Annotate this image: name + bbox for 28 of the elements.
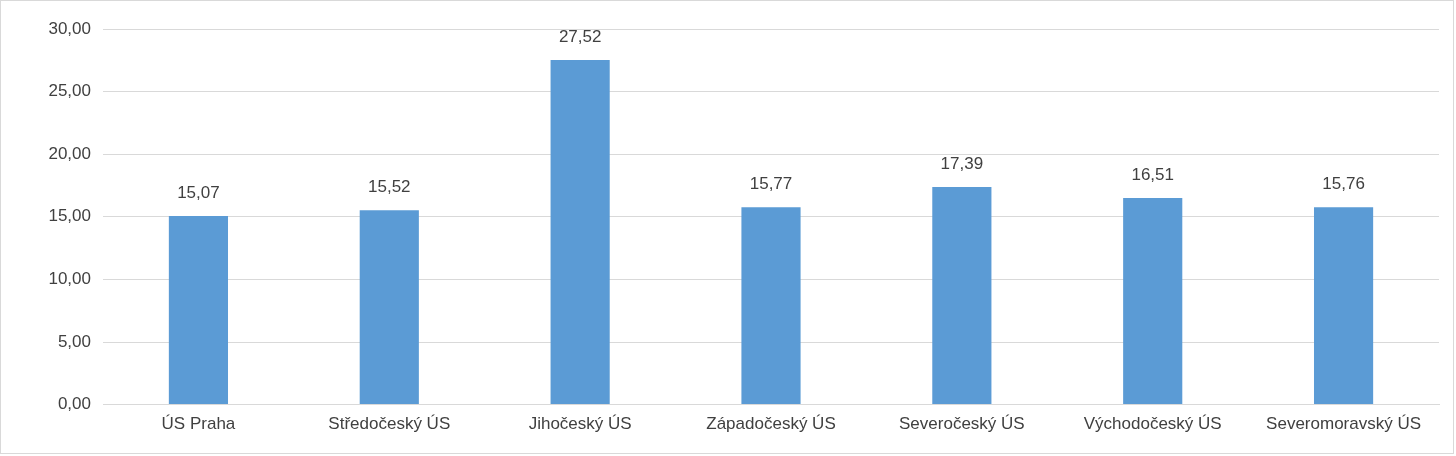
data-label: 17,39 <box>940 154 984 174</box>
data-label: 16,51 <box>1131 165 1174 185</box>
bar <box>550 60 610 405</box>
bar <box>1123 197 1183 405</box>
data-label: 15,77 <box>749 174 793 194</box>
bar <box>1313 207 1374 405</box>
y-tick-label: 30,00 <box>48 18 91 38</box>
data-label: 15,76 <box>1322 174 1365 194</box>
x-tick-label: Severomoravský ÚS <box>1266 414 1422 434</box>
x-tick-label: Východočeský ÚS <box>1083 414 1222 434</box>
x-tick-label: Jihočeský ÚS <box>528 414 632 434</box>
x-tick-label: Západočeský ÚS <box>706 414 836 434</box>
y-tick-label: 0,00 <box>57 394 91 414</box>
bar <box>168 215 229 405</box>
x-tick-label: Středočeský ÚS <box>328 414 451 434</box>
data-label: 27,52 <box>558 27 602 47</box>
bar <box>932 186 992 405</box>
y-tick-label: 5,00 <box>57 331 91 351</box>
y-tick-label: 20,00 <box>48 143 91 163</box>
y-tick-label: 15,00 <box>48 206 91 226</box>
x-tick-label: ÚS Praha <box>161 414 236 434</box>
x-tick-label: Severočeský ÚS <box>899 414 1025 434</box>
y-tick-label: 25,00 <box>48 81 91 101</box>
bar <box>359 210 419 405</box>
data-label: 15,52 <box>368 177 411 197</box>
bar <box>741 207 801 405</box>
y-tick-label: 10,00 <box>48 269 91 289</box>
data-label: 15,07 <box>177 183 220 203</box>
